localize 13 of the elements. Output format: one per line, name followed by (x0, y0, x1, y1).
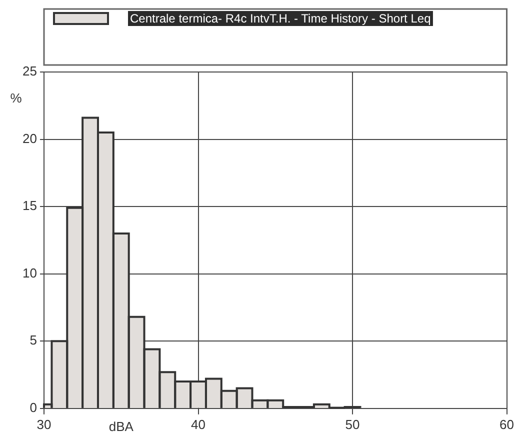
legend-label: Centrale termica- R4c IntvT.H. - Time History - Short Leq (130, 11, 431, 26)
x-axis-title: dBA (108, 418, 134, 434)
x-tick-label: 60 (500, 416, 514, 432)
y-tick-label: 5 (30, 332, 37, 348)
y-tick-label: 0 (30, 400, 37, 415)
y-tick-label: 10 (22, 265, 37, 280)
y-axis-title: % (10, 90, 22, 106)
x-tick-label: 50 (345, 416, 360, 432)
y-tick-label: 15 (22, 198, 37, 214)
y-tick-label: 20 (22, 130, 37, 146)
y-tick-label: 25 (22, 64, 37, 79)
x-tick-label: 30 (36, 416, 52, 432)
x-tick-label: 40 (191, 416, 206, 432)
